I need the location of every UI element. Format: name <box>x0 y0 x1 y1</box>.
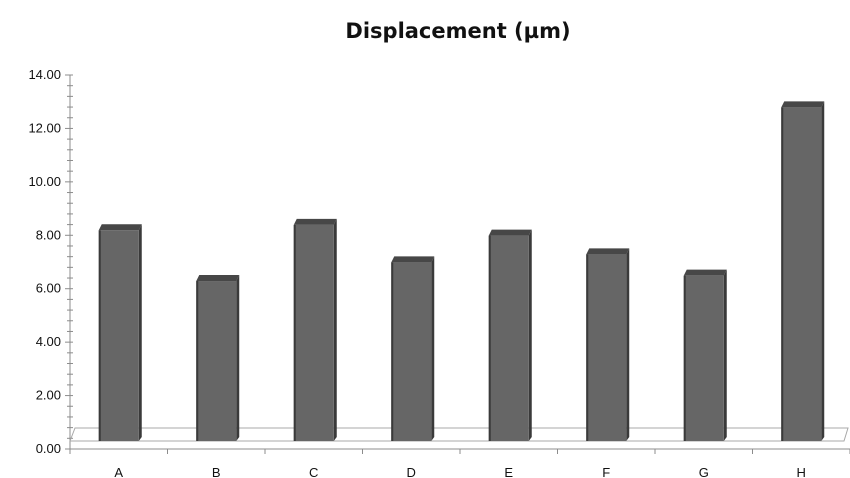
bar-top <box>781 101 824 107</box>
x-axis: A B C D E F G H <box>70 449 850 478</box>
floor-plane <box>70 428 848 441</box>
bar <box>391 262 431 441</box>
bar <box>196 281 236 441</box>
x-tick-label: B <box>212 465 221 478</box>
bar-side <box>334 219 337 441</box>
y-tick-label: 4.00 <box>36 334 61 349</box>
bar <box>294 225 334 441</box>
bar-side <box>431 256 434 441</box>
bars <box>99 101 825 441</box>
y-axis: 0.00 2.00 4.00 6.00 8.00 10.00 12.00 14.00 <box>28 67 73 456</box>
bar-top <box>489 230 532 236</box>
chart-title: Displacement (µm) <box>345 19 570 43</box>
bar-edge <box>781 107 783 441</box>
bar <box>781 107 821 441</box>
bar-side <box>626 248 629 441</box>
bar-top <box>391 256 434 262</box>
bar-side <box>529 230 532 441</box>
bar-side <box>724 270 727 441</box>
bar <box>489 236 529 441</box>
y-tick-label: 6.00 <box>36 281 61 296</box>
x-tick-label: G <box>699 465 709 478</box>
y-tick-label: 14.00 <box>28 67 61 82</box>
chart-floor <box>70 428 848 441</box>
bar-side <box>821 101 824 441</box>
x-tick-label: D <box>407 465 416 478</box>
bar-F <box>586 248 629 441</box>
bar-edge <box>684 276 686 441</box>
bar-top <box>684 270 727 276</box>
x-tick-label: C <box>309 465 318 478</box>
x-tick-label: F <box>602 465 610 478</box>
bar-A <box>99 224 142 441</box>
bar-top <box>99 224 142 230</box>
y-tick-label: 12.00 <box>28 120 61 135</box>
bar-top <box>294 219 337 225</box>
x-tick-label: A <box>114 465 123 478</box>
bar-top <box>586 248 629 254</box>
bar <box>586 254 626 441</box>
y-tick-label: 8.00 <box>36 227 61 242</box>
bar-top <box>196 275 239 281</box>
bar-H <box>781 101 824 441</box>
bar-side <box>236 275 239 441</box>
y-tick-label: 0.00 <box>36 441 61 456</box>
bar-D <box>391 256 434 441</box>
bar-E <box>489 230 532 441</box>
bar-edge <box>391 262 393 441</box>
y-tick-label: 2.00 <box>36 388 61 403</box>
bar-side <box>139 224 142 441</box>
bar-edge <box>196 281 198 441</box>
bar <box>99 230 139 441</box>
bar-edge <box>586 254 588 441</box>
y-tick-label: 10.00 <box>28 174 61 189</box>
x-tick-label: E <box>504 465 513 478</box>
x-tick-label: H <box>797 465 806 478</box>
bar-C <box>294 219 337 441</box>
bar <box>684 276 724 441</box>
bar-G <box>684 270 727 441</box>
bar-edge <box>489 236 491 441</box>
bar-edge <box>294 225 296 441</box>
bar-B <box>196 275 239 441</box>
bar-edge <box>99 230 101 441</box>
